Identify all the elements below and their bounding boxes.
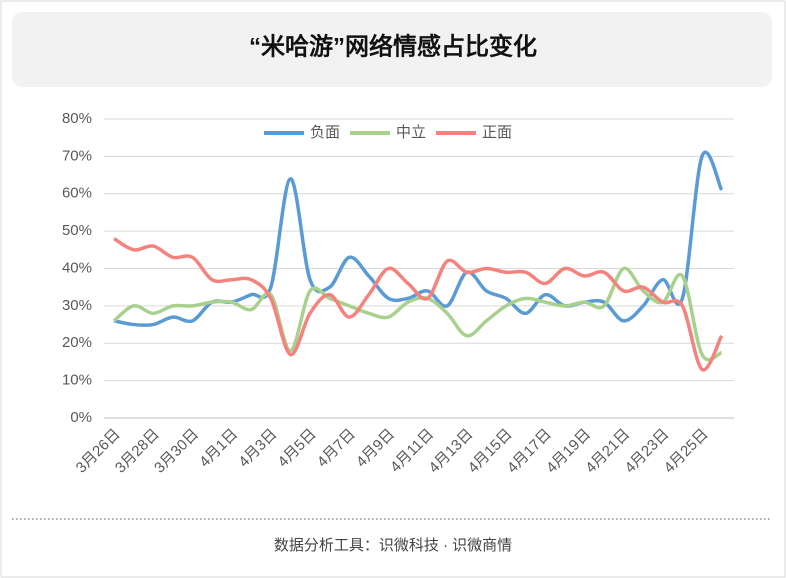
y-tick-label: 0% — [70, 409, 92, 426]
title-box — [12, 12, 772, 87]
legend-label: 中立 — [396, 124, 426, 141]
y-tick-label: 10% — [62, 372, 92, 389]
chart-title: “米哈游”网络情感占比变化 — [249, 32, 537, 60]
y-tick-label: 30% — [62, 297, 92, 314]
y-tick-label: 60% — [62, 185, 92, 202]
legend-label: 正面 — [482, 124, 512, 141]
y-tick-label: 70% — [62, 147, 92, 164]
series-line — [112, 266, 723, 362]
y-tick-label: 50% — [62, 222, 92, 239]
footer: 数据分析工具：识微科技 · 识微商情 — [274, 537, 512, 554]
y-tick-label: 80% — [62, 110, 92, 127]
legend-label: 负面 — [310, 124, 340, 141]
y-tick-label: 20% — [62, 334, 92, 351]
series-line — [113, 237, 724, 372]
y-tick-label: 40% — [62, 259, 92, 276]
